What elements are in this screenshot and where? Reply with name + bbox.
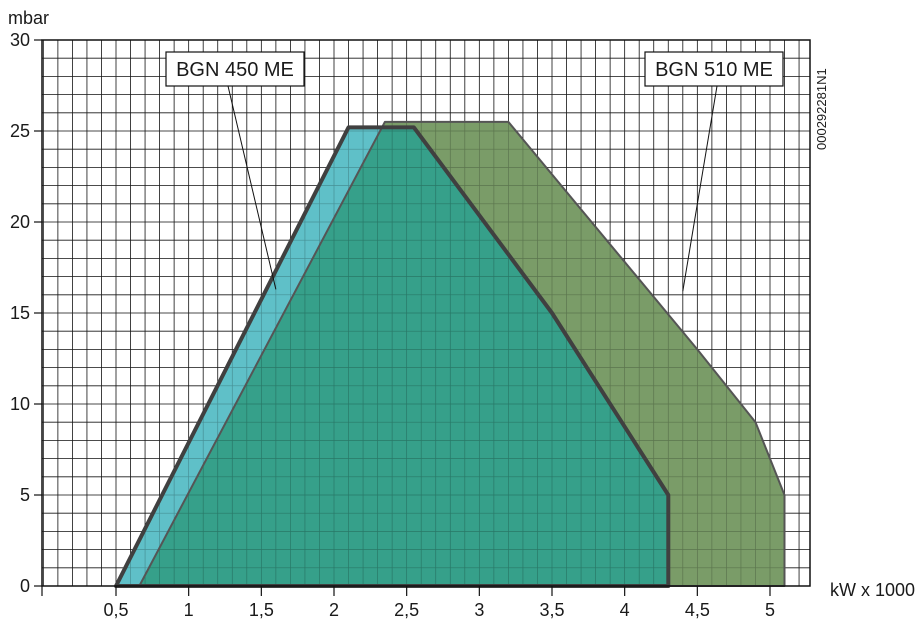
axis-ticks: 0,5 1 1,5 2 2,5 3 3,5 4 4,5 5 0 5 10 15 20 25 30 (10, 30, 775, 620)
series-labels: BGN 450 ME BGN 510 ME (165, 51, 784, 292)
series-areas (42, 40, 810, 588)
callout-leader-line (682, 85, 718, 292)
x-tick-label: 2,5 (394, 600, 419, 620)
callout-leader-line (227, 85, 277, 290)
x-axis-title: kW x 1000 (830, 580, 915, 600)
x-tick-label: 1 (184, 600, 194, 620)
y-tick-label: 25 (10, 121, 30, 141)
drawing-code: 000292281N1 (814, 68, 829, 150)
series-label-box (165, 51, 305, 87)
area-overlap (139, 127, 669, 586)
series-label: BGN 510 ME (655, 59, 773, 81)
series-label: BGN 450 ME (176, 59, 294, 81)
x-tick-label: 3,5 (539, 600, 564, 620)
x-tick-label: 5 (765, 600, 775, 620)
grid-overlay (42, 40, 810, 586)
y-tick-label: 10 (10, 394, 30, 414)
x-tick-label: 4 (620, 600, 630, 620)
y-tick-label: 30 (10, 30, 30, 50)
series-label-box (644, 51, 784, 87)
y-axis-title: mbar (8, 8, 49, 28)
outline-bgn-510-me (138, 120, 786, 587)
y-tick-label: 5 (20, 485, 30, 505)
x-tick-label: 4,5 (685, 600, 710, 620)
y-tick-label: 0 (20, 576, 30, 596)
x-tick-label: 0,5 (103, 600, 128, 620)
y-tick-label: 15 (10, 303, 30, 323)
x-tick-label: 1,5 (249, 600, 274, 620)
x-tick-label: 2 (329, 600, 339, 620)
y-tick-label: 20 (10, 212, 30, 232)
x-tick-label: 3 (474, 600, 484, 620)
